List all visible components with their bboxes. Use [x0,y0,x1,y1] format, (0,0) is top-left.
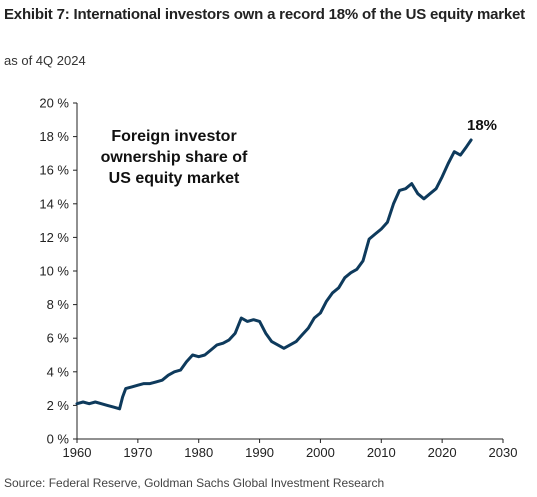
annotation-line-3: US equity market [109,170,240,187]
x-tick-label: 1990 [245,445,274,460]
series-line [75,138,473,411]
x-tick-label: 2020 [428,445,457,460]
annotation-line-1: Foreign investor [111,128,236,145]
y-axis-ticks: 0 % 2 % 4 % 6 % 8 % 10 % 12 % 14 % 16 % 18 % 20 % [39,96,77,447]
x-tick-label: 2030 [489,445,518,460]
page-title: Exhibit 7: International investors own a… [4,6,525,23]
page-subtitle: as of 4Q 2024 [4,53,86,68]
x-tick-label: 1960 [63,445,92,460]
line-chart: 0 %2 %4 %6 %8 %10 %12 %14 %16 %18 %20 % … [39,96,518,461]
source-note: Source: Federal Reserve, Goldman Sachs G… [4,476,385,490]
y-tick-label: 8 % [47,297,70,312]
y-tick-label: 4 % [47,364,70,379]
annotation-line-2: ownership share of [101,149,248,166]
x-tick-label: 1980 [184,445,213,460]
y-tick-label: 0 % [47,432,70,447]
y-tick-label: 18 % [39,129,69,144]
y-tick-label: 6 % [47,331,70,346]
end-value-label: 18% [467,117,497,134]
x-tick-label: 1970 [123,445,152,460]
y-tick-label: 10 % [39,264,69,279]
x-tick-label: 2010 [367,445,396,460]
y-tick-label: 12 % [39,230,69,245]
x-axis-ticks: 1960 1970 1980 1990 2000 2010 2020 2030 [63,439,518,460]
x-tick-label: 2000 [306,445,335,460]
y-tick-label: 14 % [39,196,69,211]
y-tick-label: 2 % [47,398,70,413]
y-tick-label: 20 % [39,96,69,111]
y-tick-label: 16 % [39,163,69,178]
